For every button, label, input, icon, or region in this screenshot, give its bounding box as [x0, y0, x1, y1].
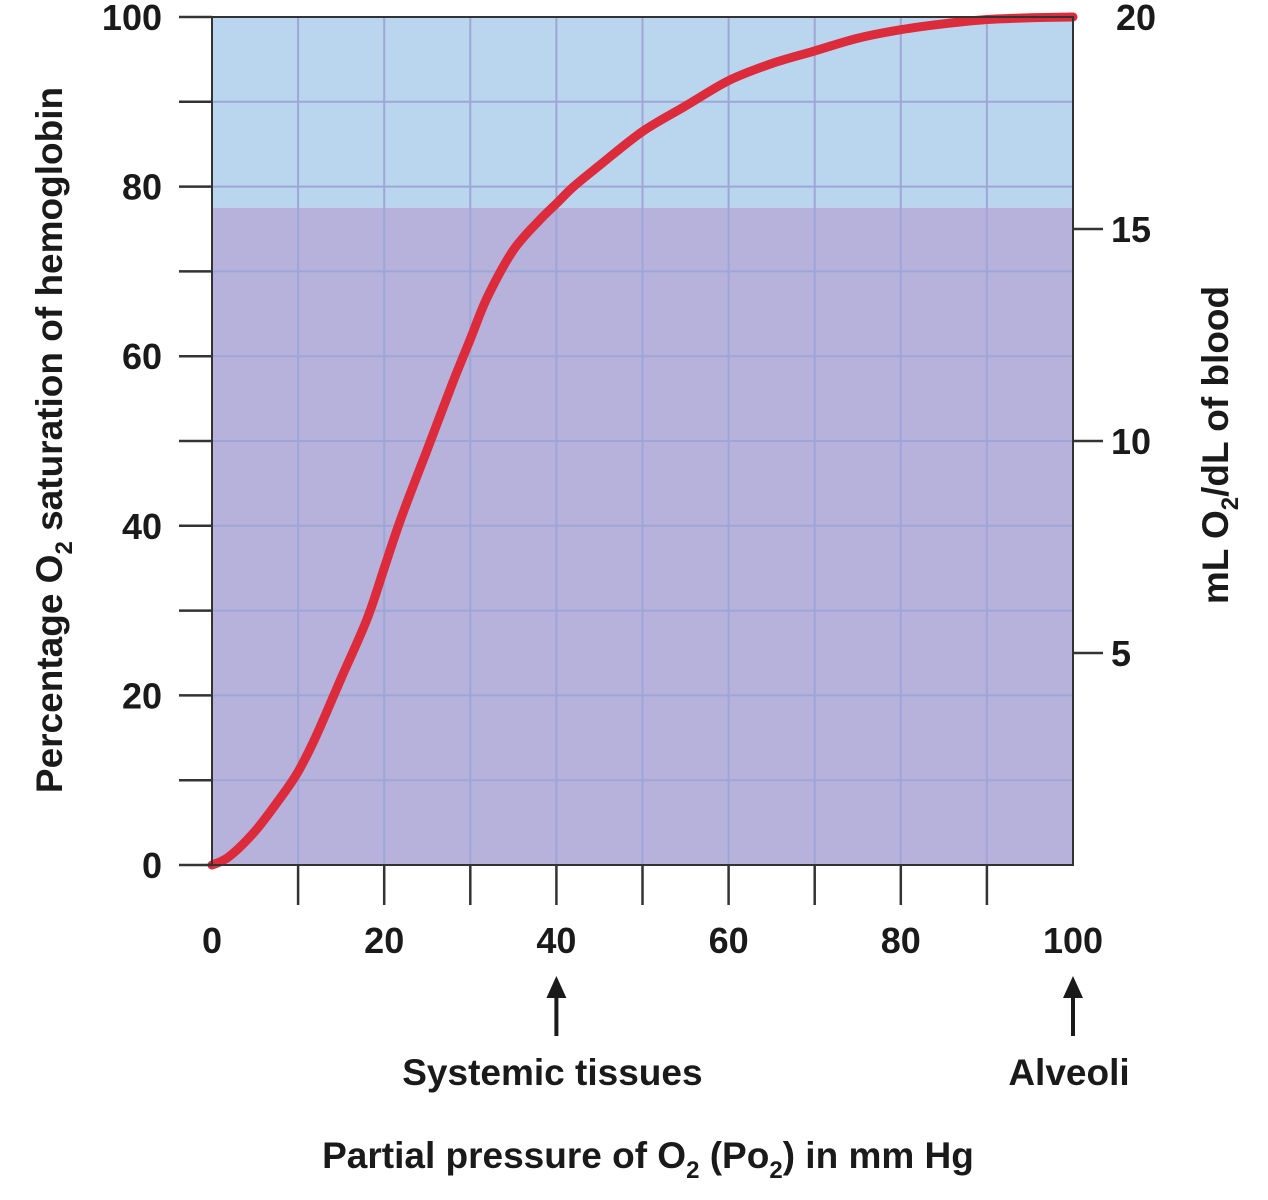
- x-axis-title: Partial pressure of O2 (Po2) in mm Hg: [322, 1135, 974, 1184]
- y2-tick-label-10: 10: [1111, 421, 1151, 462]
- y2-tick-label-top: 20: [1116, 0, 1156, 38]
- x-tick-label-60: 60: [709, 920, 749, 961]
- x-tick-label-0: 0: [202, 920, 222, 961]
- axes: [179, 15, 1103, 905]
- tick-labels: 0 20 40 60 80 100 0 20 40 60 80 100 5 10 15 20: [102, 0, 1156, 961]
- y-tick-label-100: 100: [102, 0, 162, 38]
- annotations: Systemic tissues Alveoli: [402, 976, 1130, 1093]
- annotation-label-1: Alveoli: [1008, 1052, 1129, 1093]
- grid: [212, 17, 1073, 865]
- y-tick-label-20: 20: [122, 675, 162, 716]
- annotation-label-0: Systemic tissues: [402, 1052, 702, 1093]
- y-tick-label-0: 0: [142, 845, 162, 886]
- y-axis-title-right: mL O2/dL of blood: [1195, 286, 1244, 604]
- y-tick-label-40: 40: [122, 506, 162, 547]
- y-tick-label-80: 80: [122, 167, 162, 208]
- curve-layer: [207, 12, 1078, 870]
- y-axis-title-left: Percentage O2 saturation of hemoglobin: [29, 87, 78, 793]
- x-tick-label-80: 80: [881, 920, 921, 961]
- y2-tick-label-15: 15: [1111, 209, 1151, 250]
- y2-tick-label-5: 5: [1111, 633, 1131, 674]
- annotation-arrowhead-0: [546, 976, 567, 998]
- annotation-arrowhead-1: [1063, 976, 1083, 998]
- y-tick-label-60: 60: [122, 336, 162, 377]
- x-tick-label-100: 100: [1043, 920, 1103, 961]
- x-tick-label-40: 40: [536, 920, 576, 961]
- x-tick-label-20: 20: [364, 920, 404, 961]
- series-line-0: [207, 12, 1078, 870]
